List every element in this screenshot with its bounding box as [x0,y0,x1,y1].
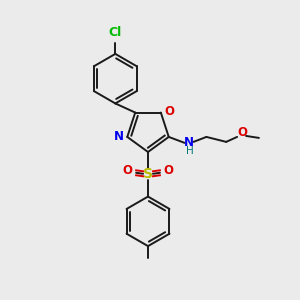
Text: H: H [186,146,194,156]
Text: O: O [165,105,175,118]
Text: Cl: Cl [109,26,122,39]
Text: N: N [184,136,194,149]
Text: O: O [122,164,132,177]
Text: O: O [237,127,247,140]
Text: N: N [114,130,124,143]
Text: S: S [143,167,153,181]
Text: O: O [164,164,174,177]
